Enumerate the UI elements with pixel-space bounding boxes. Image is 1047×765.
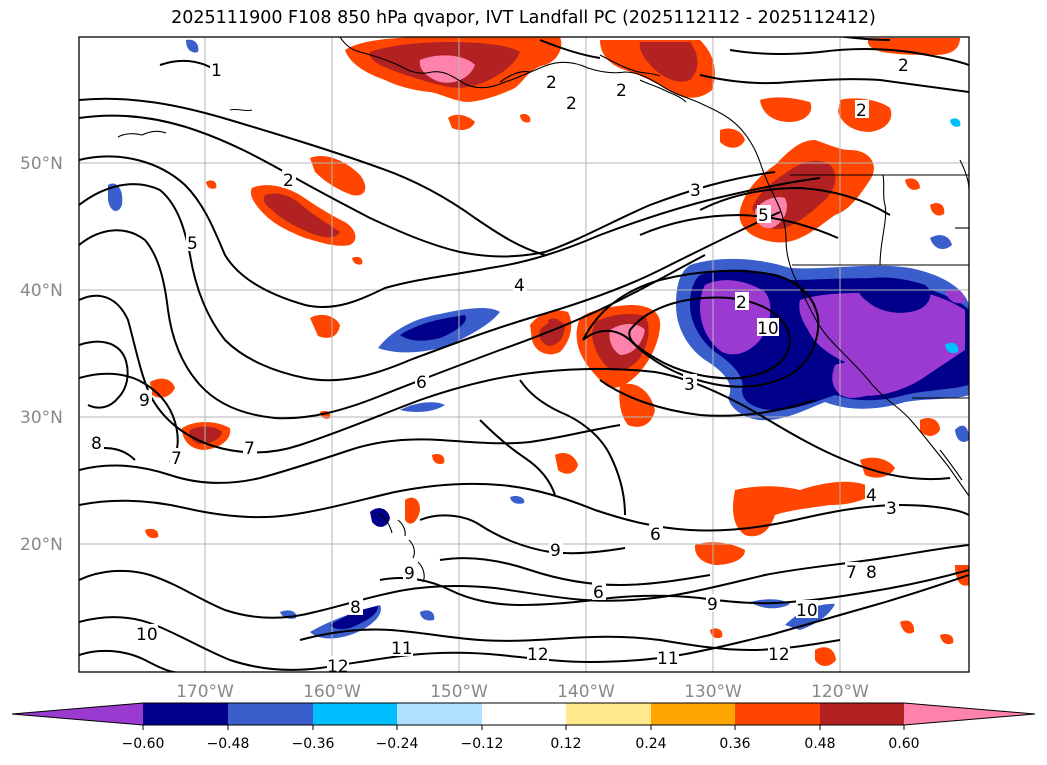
contour-label: 10 bbox=[136, 625, 158, 645]
colorbar-cell bbox=[904, 703, 1035, 725]
colorbar-tick-label: −0.36 bbox=[292, 736, 335, 752]
contour-label: 5 bbox=[758, 206, 769, 226]
colorbar-tick-label: −0.24 bbox=[376, 736, 419, 752]
colorbar-cell bbox=[228, 703, 313, 725]
colorbar-cell bbox=[313, 703, 397, 725]
contour-label: 2 bbox=[736, 293, 747, 313]
colorbar: −0.60 −0.48 −0.36 −0.24 −0.12 0.12 0.24 … bbox=[11, 702, 1036, 752]
contour-label: 3 bbox=[886, 499, 897, 519]
contour-label: 10 bbox=[796, 601, 818, 621]
map-title: 2025111900 F108 850 hPa qvapor, IVT Land… bbox=[171, 8, 876, 28]
negative-anomaly-shading bbox=[108, 39, 969, 639]
lon-label: 130°W bbox=[684, 682, 742, 702]
contour-label: 8 bbox=[866, 563, 877, 583]
contour-label: 2 bbox=[546, 73, 557, 93]
contour-label: 7 bbox=[244, 439, 255, 459]
colorbar-tick-label: 0.36 bbox=[719, 736, 750, 752]
contour-label: 11 bbox=[657, 649, 679, 669]
colorbar-tick-label: 0.12 bbox=[550, 736, 581, 752]
contour-label: 1 bbox=[211, 61, 222, 81]
colorbar-cell bbox=[820, 703, 904, 725]
contour-label: 6 bbox=[593, 583, 604, 603]
map-layer: 2 2 2 2 3 5 4 3 6 7 8 9 2 10 bbox=[79, 37, 969, 677]
colorbar-tick-label: −0.48 bbox=[207, 736, 250, 752]
colorbar-tick-label: −0.60 bbox=[122, 736, 165, 752]
lon-label: 120°W bbox=[811, 682, 869, 702]
contour-label: 6 bbox=[416, 373, 427, 393]
colorbar-cell bbox=[143, 703, 228, 725]
lat-label: 40°N bbox=[20, 281, 63, 301]
contour-label: 8 bbox=[91, 434, 102, 454]
contour-label: 2 bbox=[566, 94, 577, 114]
colorbar-cell bbox=[735, 703, 820, 725]
contour-label: 2 bbox=[898, 56, 909, 76]
contour-label: 6 bbox=[650, 525, 661, 545]
contour-label: 8 bbox=[350, 598, 361, 618]
contour-label: 3 bbox=[690, 181, 701, 201]
contour-label: 9 bbox=[139, 391, 150, 411]
lat-label: 30°N bbox=[20, 408, 63, 428]
gridlines bbox=[79, 37, 969, 672]
ivt-contours bbox=[79, 37, 969, 672]
contour-label: 12 bbox=[527, 645, 549, 665]
lon-label: 140°W bbox=[557, 682, 615, 702]
colorbar-tick-label: 0.60 bbox=[888, 736, 919, 752]
coastlines bbox=[117, 37, 969, 583]
colorbar-cell bbox=[397, 703, 482, 725]
colorbar-tick-label: −0.12 bbox=[461, 736, 504, 752]
contour-label: 9 bbox=[550, 541, 561, 561]
colorbar-cell bbox=[651, 703, 735, 725]
longitude-labels: 170°W 160°W 150°W 140°W 130°W 120°W bbox=[176, 682, 869, 702]
contour-label: 9 bbox=[404, 564, 415, 584]
contour-label: 7 bbox=[846, 563, 857, 583]
colorbar-tick-label: 0.24 bbox=[635, 736, 666, 752]
lon-label: 170°W bbox=[176, 682, 234, 702]
contour-label: 3 bbox=[684, 375, 695, 395]
contour-label: 2 bbox=[856, 101, 867, 121]
map-frame bbox=[78, 36, 970, 673]
colorbar-cell bbox=[482, 703, 566, 725]
contour-label: 2 bbox=[283, 171, 294, 191]
contour-label: 11 bbox=[391, 639, 413, 659]
colorbar-tick-label: 0.48 bbox=[804, 736, 835, 752]
colorbar-cell bbox=[12, 703, 143, 725]
contour-labels: 2 2 2 2 3 5 4 3 6 7 8 9 2 10 bbox=[90, 55, 911, 677]
contour-label: 4 bbox=[514, 276, 525, 296]
contour-label: 9 bbox=[707, 595, 718, 615]
lon-label: 160°W bbox=[303, 682, 361, 702]
lat-label: 50°N bbox=[20, 154, 63, 174]
lat-label: 20°N bbox=[20, 535, 63, 555]
contour-label: 12 bbox=[768, 645, 790, 665]
contour-label: 10 bbox=[757, 319, 779, 339]
contour-label: 2 bbox=[616, 81, 627, 101]
colorbar-cell bbox=[566, 703, 651, 725]
contour-label: 7 bbox=[171, 449, 182, 469]
lon-label: 150°W bbox=[430, 682, 488, 702]
contour-label: 5 bbox=[187, 234, 198, 254]
latitude-labels: 50°N 40°N 30°N 20°N bbox=[20, 154, 63, 555]
contour-label: 12 bbox=[327, 657, 349, 677]
contour-label: 4 bbox=[866, 486, 877, 506]
